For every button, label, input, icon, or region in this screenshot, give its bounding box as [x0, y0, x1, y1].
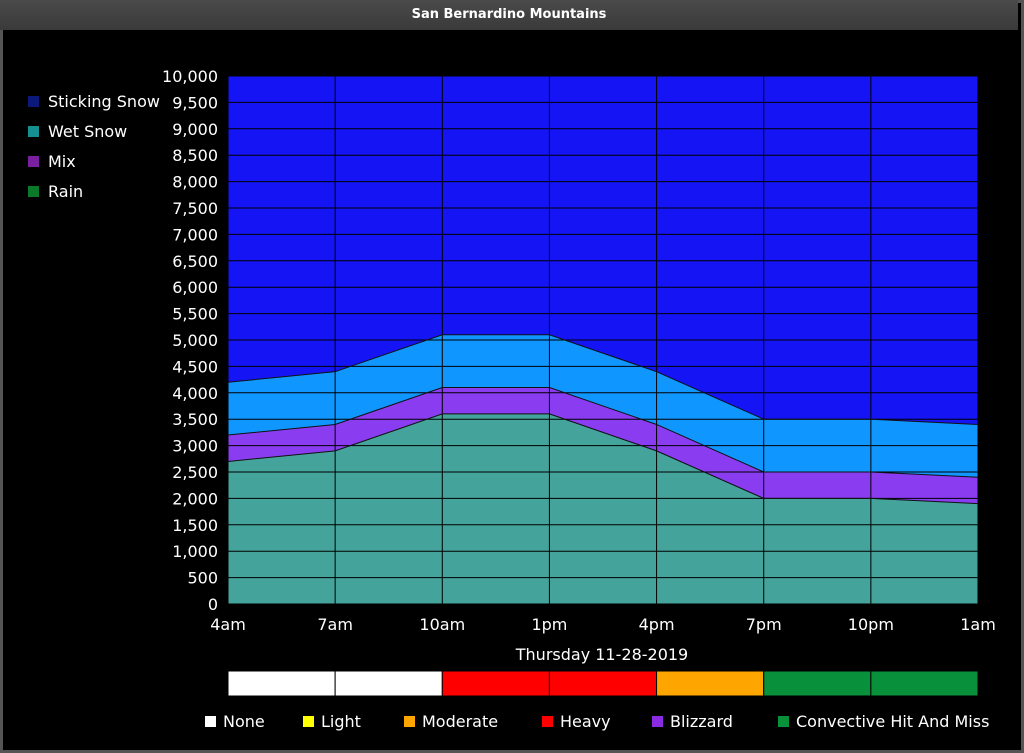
y-tick-label: 3,500 — [172, 410, 218, 429]
y-tick-label: 8,500 — [172, 146, 218, 165]
intensity-legend-swatch — [303, 716, 314, 727]
legend-item: Mix — [28, 152, 76, 171]
y-tick-label: 0 — [208, 595, 218, 614]
y-tick-label: 3,000 — [172, 437, 218, 456]
intensity-legend-item: Light — [303, 712, 361, 731]
legend-swatch — [28, 96, 39, 107]
x-tick-label: 1pm — [531, 615, 567, 634]
y-tick-label: 4,500 — [172, 357, 218, 376]
y-tick-label: 500 — [187, 569, 218, 588]
legend-item: Sticking Snow — [28, 92, 160, 111]
intensity-legend: None Light Moderate Heavy Blizzard Convective… — [0, 712, 1024, 736]
intensity-legend-label: Convective Hit And Miss — [796, 712, 990, 731]
intensity-segment — [227, 670, 336, 697]
x-tick-label: 7am — [317, 615, 353, 634]
y-tick-label: 9,000 — [172, 120, 218, 139]
intensity-legend-item: Convective Hit And Miss — [778, 712, 989, 731]
intensity-legend-item: Moderate — [404, 712, 498, 731]
legend-label: Rain — [48, 182, 84, 201]
area-wet-snow — [228, 413, 978, 604]
x-tick-label: 10am — [419, 615, 465, 634]
intensity-legend-swatch — [205, 716, 216, 727]
legend-swatch — [28, 186, 39, 197]
y-tick-label: 7,000 — [172, 225, 218, 244]
intensity-segment — [441, 670, 550, 697]
series-line-sticking-snow — [227, 334, 979, 425]
intensity-legend-item: None — [205, 712, 265, 731]
legend-swatch — [28, 156, 39, 167]
intensity-legend-swatch — [778, 716, 789, 727]
y-tick-label: 4,000 — [172, 384, 218, 403]
x-tick-label: 1am — [960, 615, 996, 634]
intensity-legend-label: Light — [321, 712, 361, 731]
x-tick-label: 7pm — [746, 615, 782, 634]
x-tick-label: 4pm — [639, 615, 675, 634]
intensity-segment — [548, 670, 658, 697]
y-tick-label: 10,000 — [162, 67, 218, 86]
y-tick-label: 1,000 — [172, 542, 218, 561]
legend-item: Wet Snow — [28, 122, 127, 141]
y-tick-label: 1,500 — [172, 516, 218, 535]
intensity-segment — [656, 670, 765, 697]
y-tick-label: 7,500 — [172, 199, 218, 218]
y-tick-label: 2,000 — [172, 489, 218, 508]
y-tick-label: 9,500 — [172, 93, 218, 112]
intensity-segment — [334, 670, 443, 697]
intensity-legend-item: Blizzard — [652, 712, 733, 731]
intensity-legend-item: Heavy — [542, 712, 611, 731]
intensity-legend-swatch — [404, 716, 415, 727]
intensity-legend-swatch — [652, 716, 663, 727]
x-tick-label: 10pm — [848, 615, 894, 634]
legend-swatch — [28, 126, 39, 137]
legend-label: Sticking Snow — [48, 92, 160, 111]
series-line-wet-snow — [227, 413, 979, 505]
intensity-segment — [763, 670, 872, 697]
y-tick-label: 5,000 — [172, 331, 218, 350]
intensity-legend-label: None — [223, 712, 265, 731]
legend-label: Wet Snow — [48, 122, 128, 141]
y-tick-label: 6,500 — [172, 252, 218, 271]
legend-item: Rain — [28, 182, 83, 201]
intensity-legend-label: Blizzard — [670, 712, 733, 731]
series-line-mix — [227, 387, 979, 478]
chart-date-label: Thursday 11-28-2019 — [515, 645, 689, 664]
legend-label: Mix — [48, 152, 76, 171]
y-tick-label: 8,000 — [172, 173, 218, 192]
intensity-legend-label: Moderate — [422, 712, 499, 731]
y-tick-label: 6,000 — [172, 278, 218, 297]
y-tick-label: 2,500 — [172, 463, 218, 482]
y-tick-label: 5,500 — [172, 305, 218, 324]
window-title: San Bernardino Mountains — [0, 0, 1018, 30]
x-tick-label: 4am — [210, 615, 246, 634]
intensity-segment — [870, 670, 979, 697]
intensity-legend-label: Heavy — [560, 712, 611, 731]
intensity-legend-swatch — [542, 716, 553, 727]
